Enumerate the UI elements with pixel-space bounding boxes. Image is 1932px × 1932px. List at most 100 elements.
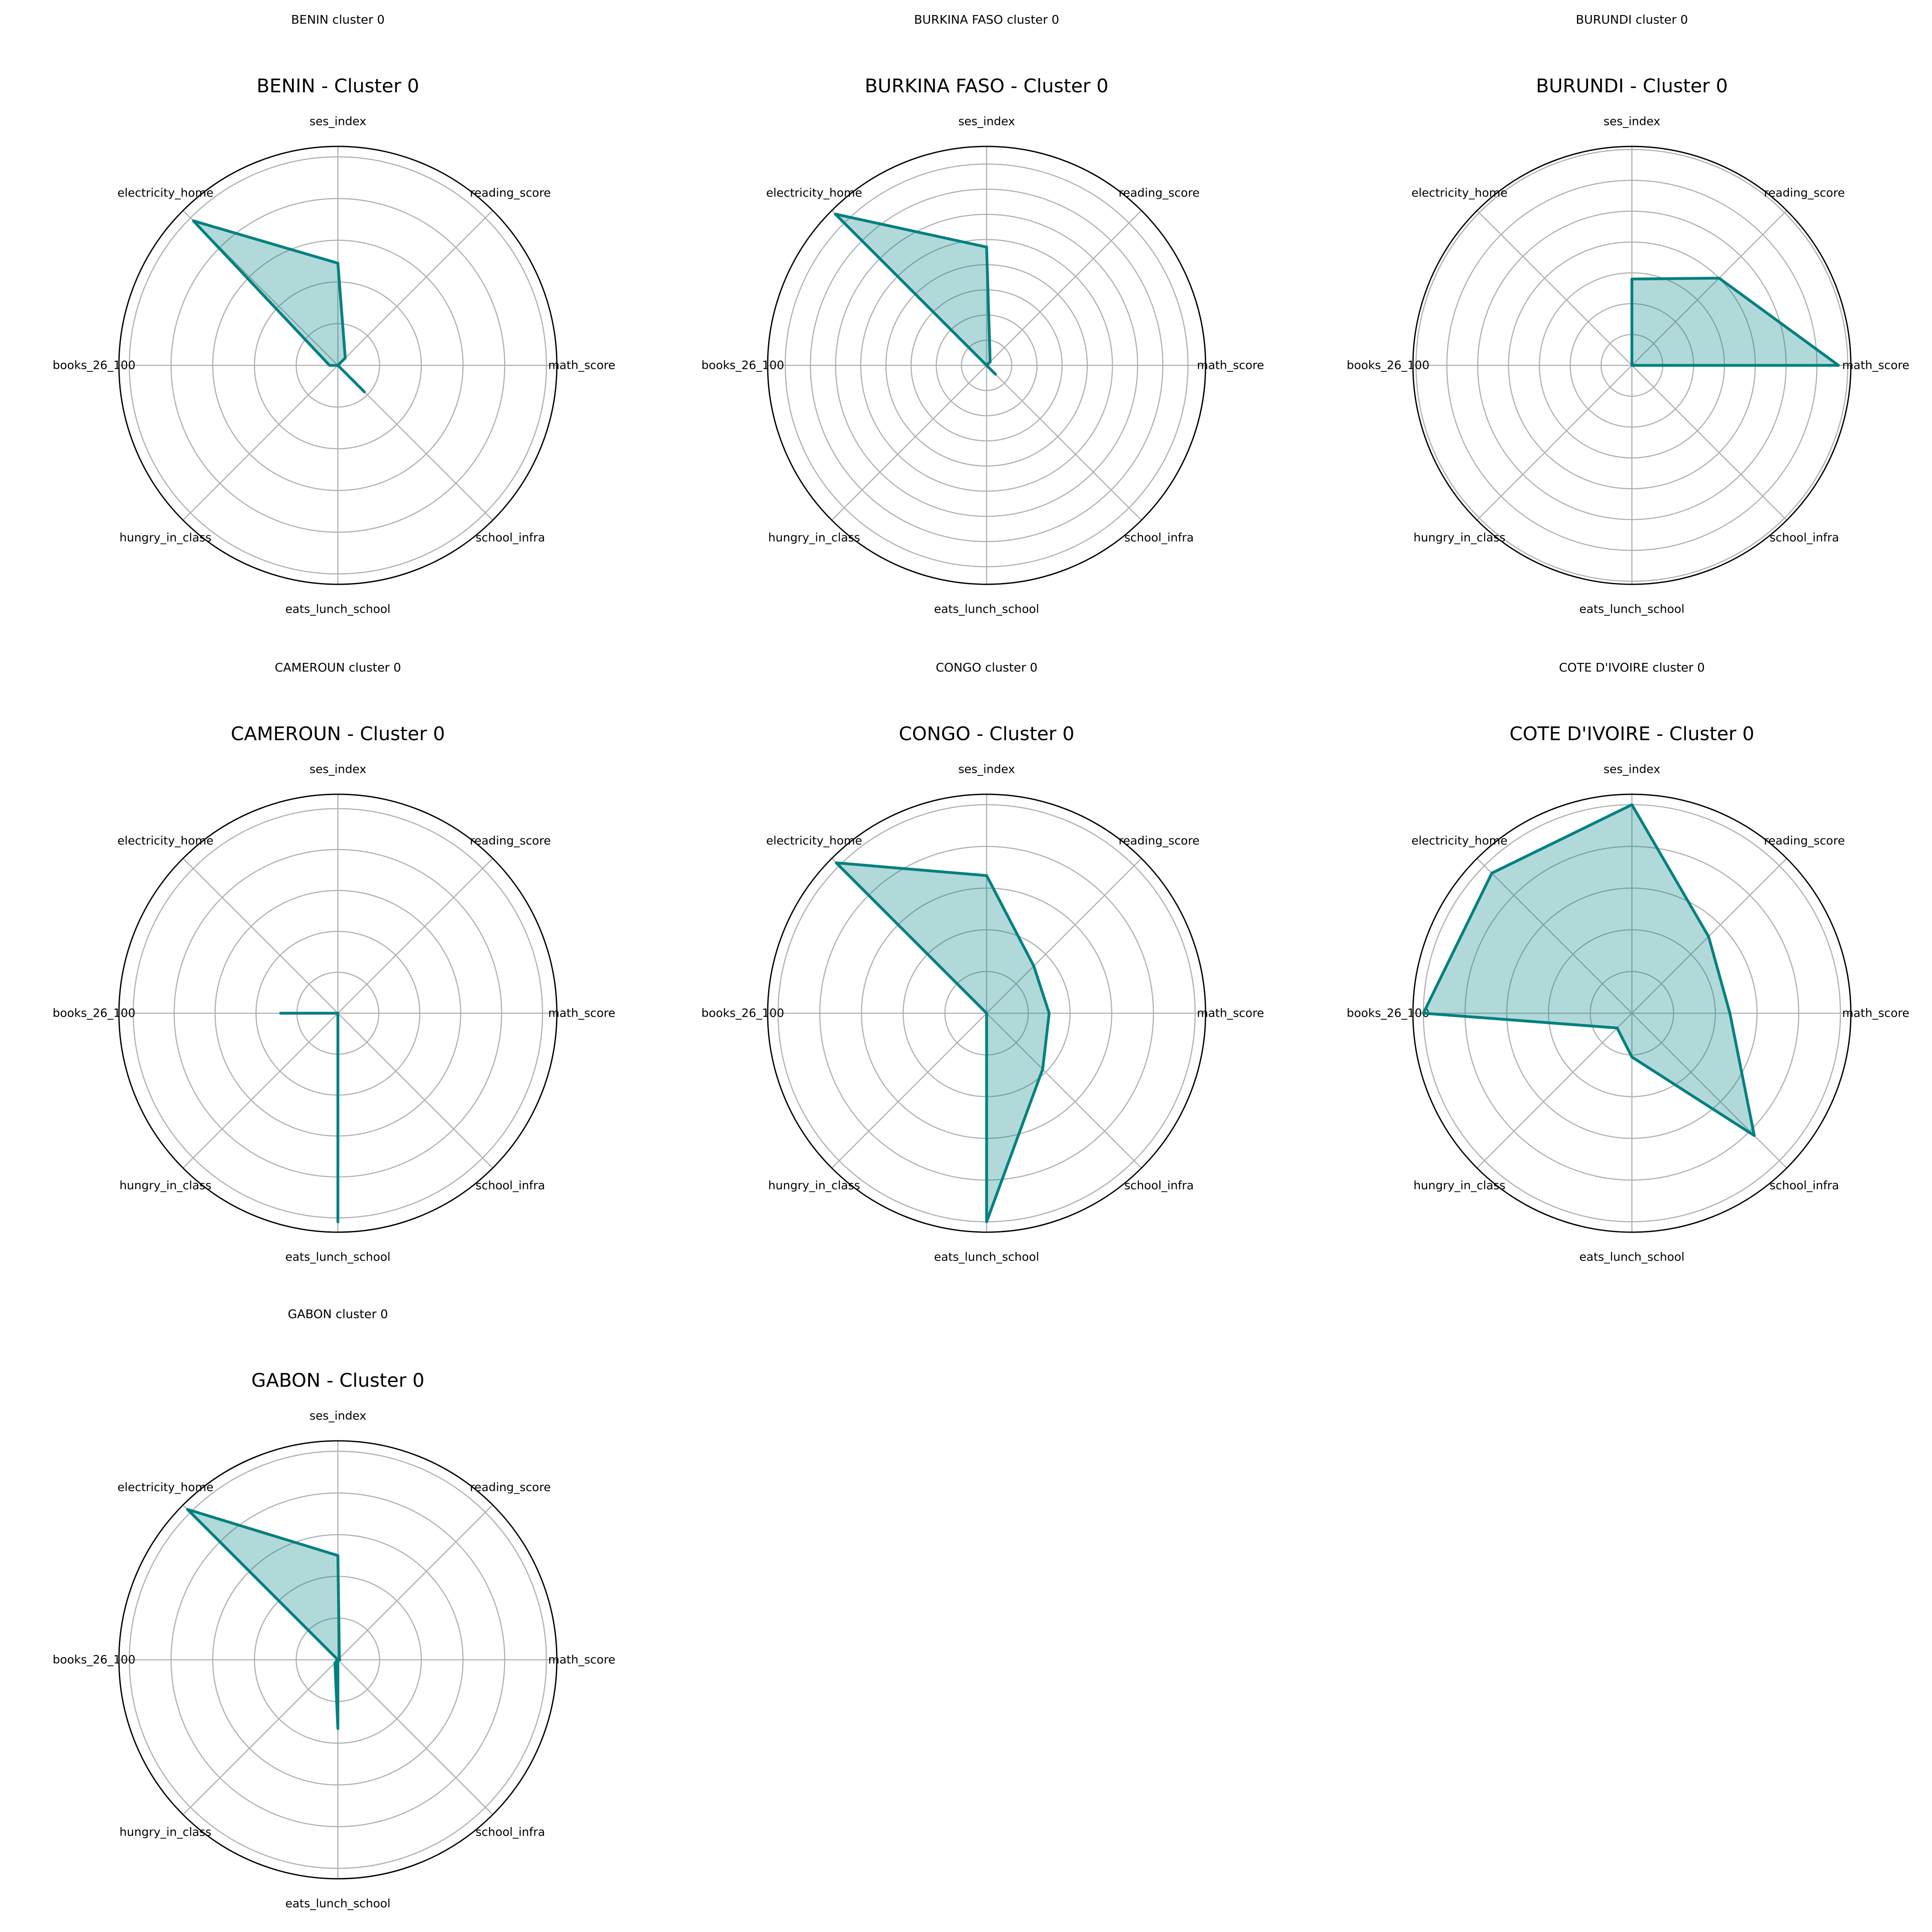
axis-label-math-score: math_score	[1197, 359, 1264, 372]
polar-frame	[118, 793, 558, 1233]
axis-label-ses-index: ses_index	[1604, 115, 1660, 128]
radar-panel: CAMEROUN cluster 0 CAMEROUN - Cluster 0 se…	[53, 660, 616, 1264]
grid-spoke	[1476, 1013, 1632, 1169]
grid-spoke	[337, 1013, 493, 1169]
axis-label-books-26-100: books_26_100	[53, 1007, 136, 1020]
radar-panel: BENIN cluster 0 BENIN - Cluster 0 ses_inde…	[53, 12, 616, 616]
axis-label-hungry-in-class: hungry_in_class	[119, 531, 211, 544]
axis-label-eats-lunch-school: eats_lunch_school	[934, 603, 1039, 616]
axis-label-eats-lunch-school: eats_lunch_school	[285, 603, 390, 616]
axis-label-hungry-in-class: hungry_in_class	[768, 1179, 860, 1192]
axis-label-eats-lunch-school: eats_lunch_school	[934, 1251, 1039, 1264]
axis-label-eats-lunch-school: eats_lunch_school	[285, 1897, 390, 1911]
panel-title: BENIN - Cluster 0	[257, 75, 419, 97]
grid-spoke	[337, 1504, 493, 1660]
polar-frame	[1412, 793, 1852, 1233]
axis-label-hungry-in-class: hungry_in_class	[1413, 531, 1505, 544]
axis-label-school-infra: school_infra	[476, 531, 545, 544]
polar-frame	[1412, 146, 1852, 585]
data-line	[192, 219, 366, 394]
axis-label-school-infra: school_infra	[1770, 531, 1839, 544]
grid-spoke	[337, 858, 493, 1014]
axis-label-hungry-in-class: hungry_in_class	[768, 531, 860, 544]
grid-spoke	[986, 365, 1142, 521]
axis-label-ses-index: ses_index	[310, 1410, 366, 1423]
panel-title: BURUNDI - Cluster 0	[1536, 75, 1728, 97]
axis-label-books-26-100: books_26_100	[702, 359, 784, 372]
radar-panel: COTE D'IVOIRE cluster 0 COTE D'IVOIRE - C…	[1347, 660, 1910, 1264]
axis-label-reading-score: reading_score	[1118, 186, 1200, 200]
panel-title: GABON - Cluster 0	[251, 1370, 424, 1391]
grid-spoke	[1631, 1013, 1787, 1169]
axis-label-electricity-home: electricity_home	[118, 186, 214, 200]
axis-label-ses-index: ses_index	[310, 763, 366, 776]
axis-label-math-score: math_score	[1842, 1007, 1910, 1020]
grid-spoke	[831, 1013, 987, 1169]
axis-label-math-score: math_score	[1842, 359, 1910, 372]
axis-label-books-26-100: books_26_100	[1347, 1007, 1430, 1020]
grid-spoke	[831, 365, 987, 521]
grid-spoke	[986, 858, 1142, 1014]
axis-label-math-score: math_score	[548, 1007, 616, 1020]
axis-label-electricity-home: electricity_home	[766, 186, 863, 200]
axis-label-reading-score: reading_score	[470, 186, 551, 200]
grid-spoke	[1476, 858, 1632, 1014]
radar-panel: GABON cluster 0 GABON - Cluster 0 ses_inde…	[53, 1307, 616, 1911]
data-line	[279, 1012, 340, 1224]
axis-label-reading-score: reading_score	[1118, 834, 1200, 848]
axis-label-reading-score: reading_score	[1764, 834, 1845, 848]
grid-spoke	[1476, 210, 1632, 366]
axis-label-electricity-home: electricity_home	[118, 834, 214, 848]
panel-small-title: COTE D'IVOIRE cluster 0	[1559, 660, 1705, 674]
axis-label-ses-index: ses_index	[958, 763, 1015, 776]
axis-label-books-26-100: books_26_100	[1347, 359, 1430, 372]
axis-label-books-26-100: books_26_100	[53, 359, 136, 372]
axis-label-books-26-100: books_26_100	[53, 1653, 136, 1667]
axis-label-ses-index: ses_index	[1604, 763, 1660, 776]
grid-spoke	[1631, 210, 1787, 366]
axis-label-hungry-in-class: hungry_in_class	[119, 1179, 211, 1192]
axis-label-school-infra: school_infra	[1770, 1179, 1839, 1192]
panel-small-title: GABON cluster 0	[288, 1307, 388, 1321]
data-area	[280, 1013, 338, 1222]
axis-label-school-infra: school_infra	[476, 1179, 545, 1192]
panel-small-title: BURUNDI cluster 0	[1576, 12, 1688, 27]
polar-frame	[767, 146, 1206, 585]
axis-label-school-infra: school_infra	[1124, 531, 1194, 544]
panel-small-title: CONGO cluster 0	[936, 660, 1037, 674]
axis-label-electricity-home: electricity_home	[118, 1481, 214, 1494]
grid-spoke	[337, 210, 493, 366]
axis-label-math-score: math_score	[548, 359, 616, 372]
axis-label-electricity-home: electricity_home	[766, 834, 863, 848]
grid-spoke	[986, 210, 1142, 366]
axis-label-electricity-home: electricity_home	[1412, 186, 1508, 200]
radar-panel: BURKINA FASO cluster 0 BURKINA FASO - Clu…	[702, 12, 1264, 616]
axis-label-school-infra: school_infra	[1124, 1179, 1194, 1192]
axis-label-books-26-100: books_26_100	[702, 1007, 784, 1020]
panel-title: COTE D'IVOIRE - Cluster 0	[1510, 723, 1754, 745]
panel-small-title: BURKINA FASO cluster 0	[914, 12, 1059, 27]
grid-spoke	[182, 858, 338, 1014]
axis-label-math-score: math_score	[1197, 1007, 1264, 1020]
grid-spoke	[182, 1013, 338, 1169]
grid-spoke	[182, 1659, 338, 1815]
axis-label-ses-index: ses_index	[310, 115, 366, 128]
panel-small-title: BENIN cluster 0	[291, 12, 385, 27]
axis-label-electricity-home: electricity_home	[1412, 834, 1508, 848]
data-line	[835, 861, 1051, 1223]
panel-small-title: CAMEROUN cluster 0	[275, 660, 401, 674]
grid-spoke	[986, 1013, 1142, 1169]
panel-title: CAMEROUN - Cluster 0	[231, 723, 445, 745]
grid-spoke	[337, 1659, 493, 1815]
polar-frame	[767, 793, 1206, 1233]
axis-label-hungry-in-class: hungry_in_class	[119, 1826, 211, 1839]
axis-label-reading-score: reading_score	[470, 1481, 551, 1494]
axis-label-math-score: math_score	[548, 1653, 616, 1667]
axis-label-eats-lunch-school: eats_lunch_school	[1579, 1251, 1684, 1264]
grid-spoke	[182, 365, 338, 521]
data-area	[187, 1509, 340, 1729]
polar-frame	[118, 146, 558, 585]
axis-label-reading-score: reading_score	[1764, 186, 1845, 200]
axis-label-ses-index: ses_index	[958, 115, 1015, 128]
